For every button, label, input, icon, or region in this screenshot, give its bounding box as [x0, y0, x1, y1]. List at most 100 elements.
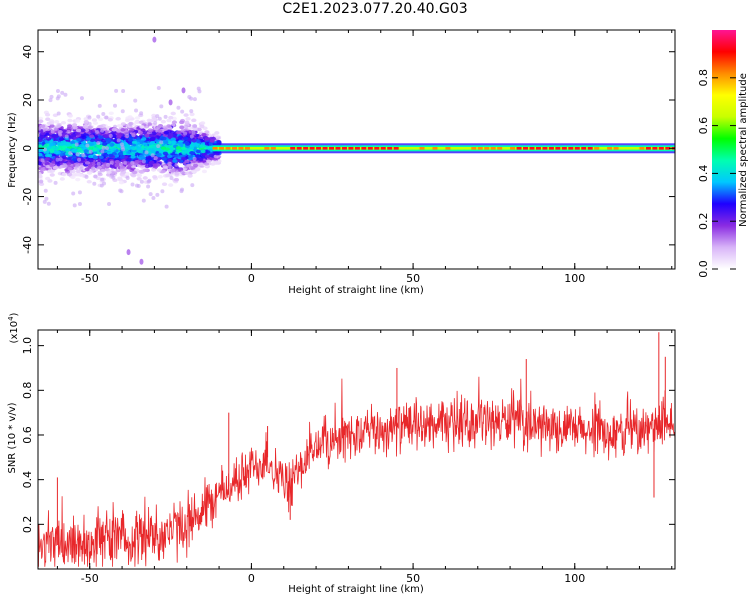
spectrogram-cell: [137, 149, 144, 154]
spectrogram-ridge-cell: [283, 146, 289, 150]
spectrogram-ridge-cell: [458, 146, 464, 150]
spectrogram-cell: [149, 160, 155, 165]
snr-x-tick-label: -50: [81, 572, 99, 585]
spectrogram-outlier: [104, 115, 109, 120]
spectrogram-outlier: [96, 161, 101, 166]
spectrogram-x-tick-label: 100: [564, 272, 585, 285]
spectrogram-x-tick-label: -50: [81, 272, 99, 285]
spectrogram-ridge-cell: [232, 146, 238, 150]
snr-axes: -50 0 50 100 0.2 0.4 0.6 0.8 1.0: [21, 330, 675, 585]
spectrogram-cell: [115, 116, 121, 121]
spectrogram-outlier: [180, 109, 185, 114]
spectrogram-cell: [187, 126, 194, 130]
spectrogram-cell: [75, 169, 81, 174]
spectrogram-cell: [119, 155, 125, 159]
spectrogram-cell: [106, 138, 112, 142]
spectrogram-outlier: [121, 147, 126, 152]
spectrogram-outlier: [96, 114, 101, 119]
snr-y-label: SNR (10 * v/v): [7, 402, 18, 473]
spectrogram-ridge-cell: [400, 146, 406, 150]
spectrogram-ridge-cell: [419, 146, 425, 150]
spectrogram-cell: [193, 143, 199, 147]
spectrogram-outlier: [120, 109, 125, 114]
spectrogram-y-tick-label: 0: [21, 145, 34, 152]
spectrogram-ridge-cell: [613, 146, 619, 150]
spectrogram-cell: [107, 117, 113, 122]
spectrogram-cell: [142, 176, 148, 180]
spectrogram-cell: [95, 143, 101, 148]
spectrogram-ridge-cell: [380, 146, 386, 150]
spectrogram-ridge-cell: [367, 146, 373, 150]
spectrogram-cell: [85, 137, 91, 141]
spectrogram-ridge-cell: [510, 146, 516, 150]
spectrogram-cell: [130, 173, 137, 178]
spectrogram-ridge-cell: [523, 146, 529, 150]
spectrogram-cell: [178, 135, 184, 140]
spectrogram-cell: [195, 149, 202, 154]
spectrogram-cell: [194, 167, 200, 172]
spectrogram-outlier: [53, 180, 58, 185]
spectrogram-outlier: [139, 111, 144, 116]
spectrogram-cell: [171, 120, 178, 125]
spectrogram-cell: [151, 131, 157, 136]
spectrogram-cell: [75, 119, 81, 123]
spectrogram-outlier: [191, 130, 196, 135]
colorbar-tick-label: 0.8: [697, 69, 710, 87]
spectrogram-cell: [108, 111, 114, 116]
chart-title: C2E1.2023.077.20.40.G03: [282, 1, 468, 17]
spectrogram-blob: [126, 249, 131, 256]
spectrogram-cell: [142, 142, 148, 146]
spectrogram-cell: [64, 141, 71, 146]
spectrogram-ridge-cell: [574, 146, 580, 150]
snr-y-tick-label: 1.0: [21, 337, 34, 355]
spectrogram-ridge-cell: [652, 146, 658, 150]
spectrogram-ridge-cell: [497, 146, 503, 150]
spectrogram-outlier: [75, 152, 80, 157]
spectrogram-outlier: [146, 179, 151, 184]
spectrogram-cell: [198, 162, 205, 166]
spectrogram-cell: [45, 176, 51, 181]
spectrogram-outlier: [197, 89, 202, 94]
spectrogram-outlier: [39, 179, 44, 184]
spectrogram-outlier: [156, 144, 161, 149]
spectrogram-cell: [201, 132, 207, 137]
spectrogram-cell: [169, 169, 176, 173]
spectrogram-cell: [204, 130, 210, 134]
colorbar-tick-label: 0.6: [697, 117, 710, 135]
spectrogram-outlier: [42, 199, 47, 204]
spectrogram-cell: [201, 169, 208, 174]
spectrogram-outlier: [128, 122, 133, 127]
spectrogram-outlier: [118, 188, 123, 193]
spectrogram-ridge-cell: [406, 146, 412, 150]
spectrogram-cell: [52, 113, 58, 118]
spectrogram-outlier: [141, 159, 146, 164]
spectrogram-cell: [191, 118, 197, 123]
spectrogram-cell: [53, 134, 59, 139]
spectrogram-cell: [136, 177, 142, 181]
spectrogram-outlier: [113, 124, 118, 129]
spectrogram-outlier: [96, 141, 101, 146]
spectrogram-outlier: [161, 162, 166, 167]
spectrogram-outlier: [40, 158, 45, 163]
spectrogram-outlier: [189, 109, 194, 114]
spectrogram-cell: [60, 120, 67, 125]
spectrogram-cell: [142, 168, 148, 173]
spectrogram-outlier: [101, 145, 106, 150]
spectrogram-cell: [58, 137, 65, 142]
spectrogram-cell: [205, 150, 211, 154]
spectrogram-outlier: [55, 157, 60, 162]
spectrogram-ridge-cell: [322, 146, 328, 150]
spectrogram-cell: [71, 155, 77, 159]
spectrogram-cell: [88, 142, 94, 147]
spectrogram-cell: [53, 150, 59, 155]
snr-y-tick-label: 0.4: [21, 471, 34, 489]
spectrogram-cell: [138, 169, 144, 174]
spectrogram-cell: [79, 143, 85, 148]
spectrogram-outlier: [148, 192, 153, 197]
spectrogram-cell: [163, 130, 169, 135]
spectrogram-ridge-cell: [374, 146, 380, 150]
spectrogram-ridge-cell: [270, 146, 276, 150]
spectrogram-cell: [187, 154, 193, 159]
spectrogram-ridge-cell: [329, 146, 335, 150]
spectrogram-cell: [149, 141, 155, 145]
